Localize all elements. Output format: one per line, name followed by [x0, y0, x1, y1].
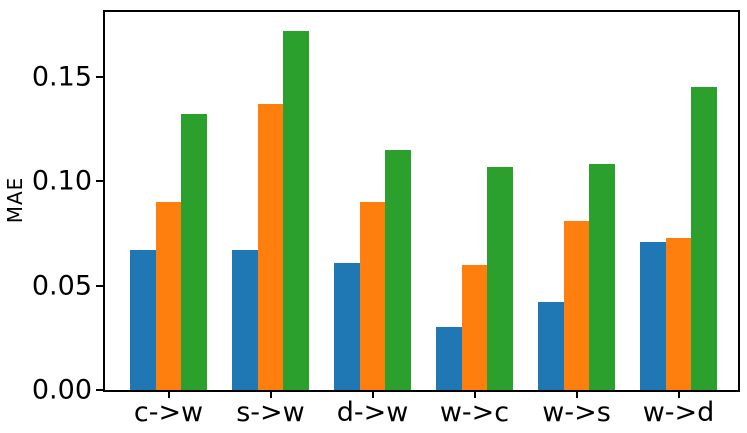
bar-blue-c->w — [130, 250, 156, 390]
plot-area: c->w s->w d->w w->c w->s w->d 0.00 0.05 0.10 0.1… — [32, 10, 740, 426]
y-tick-mark — [96, 180, 103, 183]
x-tick-label: w->c — [439, 397, 510, 428]
bar-blue-w->s — [538, 302, 564, 390]
x-tick-label: w->s — [542, 397, 611, 428]
y-tick-label: 0.10 — [31, 165, 92, 197]
x-tick-mark — [269, 392, 272, 398]
bar-green-w->d — [691, 87, 718, 390]
y-tick-mark — [96, 75, 103, 78]
bar-groups: c->w s->w d->w w->c w->s w->d — [105, 12, 738, 426]
bar-group-w->c: w->c — [436, 12, 514, 426]
bar-green-s->w — [283, 30, 310, 390]
bar-group-c->w: c->w — [130, 12, 208, 426]
bar-orange-w->s — [563, 220, 590, 390]
x-tick-mark — [575, 392, 578, 398]
x-tick-label: c->w — [133, 397, 204, 428]
y-axis-title: MAE — [3, 176, 27, 224]
x-tick-mark — [167, 392, 170, 398]
y-tick-mark — [96, 389, 103, 391]
y-tick-label: 0.15 — [31, 61, 92, 93]
bar-group-w->d: w->d — [640, 12, 718, 426]
bar-orange-w->c — [461, 264, 488, 390]
bar-group-w->s: w->s — [538, 12, 616, 426]
bar-blue-s->w — [232, 250, 258, 390]
x-tick-label: w->d — [642, 397, 715, 428]
bar-green-w->c — [487, 166, 514, 390]
bar-group-d->w: d->w — [334, 12, 412, 426]
x-tick-mark — [677, 392, 680, 398]
y-tick-label: 0.05 — [31, 270, 92, 302]
bar-group-s->w: s->w — [232, 12, 310, 426]
bar-orange-s->w — [257, 103, 284, 390]
bar-blue-w->c — [436, 327, 462, 390]
bar-orange-w->d — [665, 237, 692, 390]
bar-orange-c->w — [155, 202, 182, 390]
bar-green-d->w — [385, 149, 412, 390]
x-tick-label: d->w — [336, 397, 409, 428]
y-tick-label: 0.00 — [31, 374, 92, 406]
bar-blue-w->d — [640, 241, 666, 390]
y-tick-mark — [96, 284, 103, 287]
bar-green-w->s — [589, 164, 616, 390]
bar-orange-d->w — [359, 202, 386, 390]
x-tick-label: s->w — [236, 397, 305, 428]
x-tick-mark — [473, 392, 476, 398]
bar-blue-d->w — [334, 262, 360, 390]
bar-green-c->w — [181, 114, 208, 390]
x-tick-mark — [371, 392, 374, 398]
